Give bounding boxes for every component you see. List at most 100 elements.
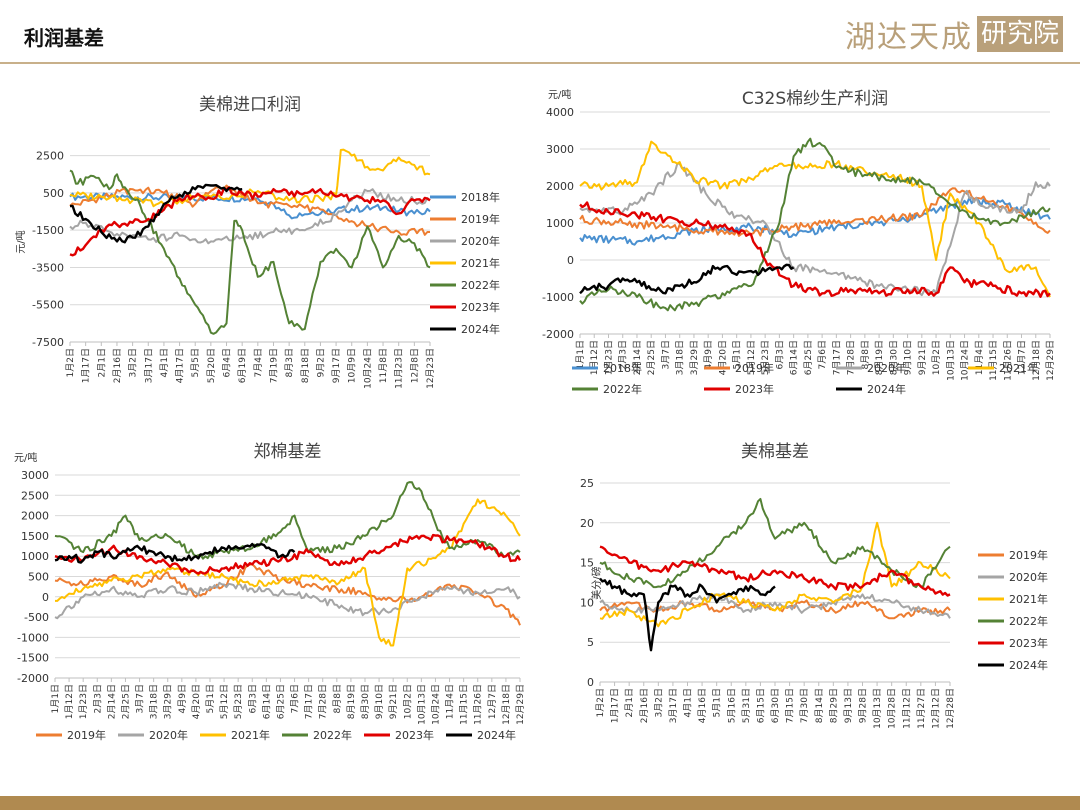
x-tick-label: 12月8日 bbox=[409, 348, 420, 383]
y-axis-unit: 元/吨 bbox=[548, 88, 571, 101]
x-tick-label: 6月3日 bbox=[774, 340, 785, 369]
x-tick-label: 7月28日 bbox=[318, 684, 329, 719]
y-tick-label: 25 bbox=[580, 477, 594, 490]
x-tick-label: 2月14日 bbox=[632, 340, 643, 375]
series-line-2023年 bbox=[599, 545, 951, 597]
x-tick-label: 7月30日 bbox=[799, 688, 810, 723]
x-tick-label: 12月29日 bbox=[515, 684, 526, 725]
x-tick-label: 3月29日 bbox=[163, 684, 174, 719]
x-tick-label: 11月15日 bbox=[459, 684, 470, 725]
x-tick-label: 11月27日 bbox=[916, 688, 927, 729]
series-line-2024年 bbox=[599, 577, 776, 652]
y-tick-label: -1000 bbox=[17, 631, 49, 644]
x-tick-label: 2月16日 bbox=[639, 688, 650, 723]
series-line-2019年 bbox=[69, 184, 430, 236]
legend-label: 2022年 bbox=[603, 382, 642, 396]
x-tick-label: 12月12日 bbox=[930, 688, 941, 729]
x-tick-label: 12月28日 bbox=[945, 688, 956, 729]
x-tick-label: 1月17日 bbox=[81, 348, 92, 383]
legend-label: 2021年 bbox=[231, 728, 270, 742]
y-axis-unit: 元/吨 bbox=[14, 451, 37, 464]
x-tick-label: 8月18日 bbox=[300, 348, 311, 383]
series-line-2022年 bbox=[54, 481, 521, 560]
legend-label: 2019年 bbox=[67, 728, 106, 742]
x-tick-label: 10月28日 bbox=[887, 688, 898, 729]
x-tick-label: 10月2日 bbox=[931, 340, 942, 375]
x-tick-label: 6月30日 bbox=[770, 688, 781, 723]
x-tick-label: 5月1日 bbox=[732, 340, 743, 369]
series-line-2022年 bbox=[579, 137, 1051, 312]
company-logo: 湖达天成 研究院 bbox=[845, 14, 1064, 55]
x-tick-label: 6月3日 bbox=[247, 684, 258, 713]
x-tick-label: 8月19日 bbox=[346, 684, 357, 719]
y-tick-label: -5500 bbox=[32, 299, 64, 312]
chart-title: 郑棉基差 bbox=[254, 442, 322, 462]
x-tick-label: 6月15日 bbox=[755, 688, 766, 723]
y-tick-label: 0 bbox=[567, 254, 574, 267]
x-tick-label: 1月2日 bbox=[595, 688, 606, 717]
legend-label: 2024年 bbox=[461, 322, 500, 336]
x-tick-label: 8月8日 bbox=[332, 684, 343, 713]
x-tick-label: 3月7日 bbox=[135, 684, 146, 713]
x-tick-label: 4月20日 bbox=[191, 684, 202, 719]
x-tick-label: 1月2日 bbox=[65, 348, 76, 377]
x-tick-label: 9月13日 bbox=[843, 688, 854, 723]
legend-label: 2024年 bbox=[477, 728, 516, 742]
legend-label: 2020年 bbox=[1009, 570, 1048, 584]
chart-zhengzhou-cotton-basis: 郑棉基差 元/吨 3000 2500 2000 1500 1000 500 0 -500 -1000… bbox=[14, 442, 526, 742]
y-tick-label: -2000 bbox=[17, 672, 49, 685]
x-tick-label: 2月1日 bbox=[96, 348, 107, 377]
series-line-2021年 bbox=[579, 140, 1051, 298]
header-divider bbox=[0, 62, 1080, 64]
x-tick-label: 5月1日 bbox=[712, 688, 723, 717]
footer-bar bbox=[0, 796, 1080, 810]
x-tick-label: 8月29日 bbox=[828, 688, 839, 723]
logo-text: 湖达天成 bbox=[845, 20, 973, 55]
x-tick-label: 10月2日 bbox=[402, 684, 413, 719]
y-tick-label: 4000 bbox=[546, 106, 574, 119]
series-line-2020年 bbox=[69, 188, 431, 245]
x-tick-label: 3月17日 bbox=[668, 688, 679, 723]
series-line-2019年 bbox=[54, 563, 521, 626]
x-tick-label: 12月23日 bbox=[425, 348, 436, 389]
series-line-2018年 bbox=[69, 192, 431, 220]
x-tick-label: 7月6日 bbox=[817, 340, 828, 369]
x-tick-label: 8月8日 bbox=[860, 340, 871, 369]
x-tick-label: 11月4日 bbox=[445, 684, 456, 719]
x-tick-label: 11月26日 bbox=[473, 684, 484, 725]
x-tick-label: 8月14日 bbox=[814, 688, 825, 723]
x-tick-label: 5月23日 bbox=[233, 684, 244, 719]
y-tick-label: -1000 bbox=[542, 291, 574, 304]
legend-label: 2020年 bbox=[867, 361, 906, 375]
y-tick-label: -1500 bbox=[17, 652, 49, 665]
x-tick-label: 6月14日 bbox=[789, 340, 800, 375]
x-tick-label: 4月17日 bbox=[175, 348, 186, 383]
series-line-2022年 bbox=[69, 169, 431, 335]
x-tick-label: 2月14日 bbox=[106, 684, 117, 719]
x-tick-label: 9月10日 bbox=[374, 684, 385, 719]
series-line-2018年 bbox=[579, 196, 1051, 246]
x-tick-label: 4月16日 bbox=[697, 688, 708, 723]
x-tick-label: 12月18日 bbox=[501, 684, 512, 725]
x-tick-label: 4月20日 bbox=[717, 340, 728, 375]
x-tick-label: 7月15日 bbox=[785, 688, 796, 723]
x-tick-label: 12月7日 bbox=[487, 684, 498, 719]
legend-label: 2024年 bbox=[1009, 658, 1048, 672]
x-tick-label: 5月12日 bbox=[219, 684, 230, 719]
x-tick-label: 5月1日 bbox=[205, 684, 216, 713]
x-tick-label: 10月24日 bbox=[362, 348, 373, 389]
legend-label: 2018年 bbox=[461, 190, 500, 204]
x-tick-label: 5月31日 bbox=[741, 688, 752, 723]
logo-box: 研究院 bbox=[977, 16, 1064, 52]
y-tick-label: 0 bbox=[42, 591, 49, 604]
x-tick-label: 10月13日 bbox=[872, 688, 883, 729]
y-axis-unit: 美分/磅 bbox=[590, 566, 603, 599]
series-line-2020年 bbox=[599, 593, 951, 619]
x-tick-label: 11月12日 bbox=[901, 688, 912, 729]
page-title: 利润基差 bbox=[24, 26, 104, 50]
legend-label: 2021年 bbox=[1009, 592, 1048, 606]
y-tick-label: -1500 bbox=[32, 224, 64, 237]
x-tick-label: 10月24日 bbox=[960, 340, 971, 381]
x-tick-label: 1月23日 bbox=[603, 340, 614, 375]
